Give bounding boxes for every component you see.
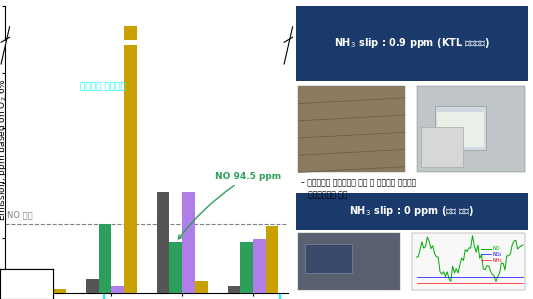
- Bar: [124, 26, 137, 299]
- Text: NO 목표: NO 목표: [7, 210, 33, 220]
- Bar: [28, 281, 41, 293]
- Bar: [53, 289, 66, 293]
- Text: NO₂: NO₂: [493, 252, 502, 257]
- FancyBboxPatch shape: [421, 126, 463, 167]
- FancyBboxPatch shape: [298, 233, 400, 290]
- Bar: [228, 286, 240, 293]
- Text: NH₃: NH₃: [493, 257, 503, 263]
- Bar: [182, 192, 195, 293]
- FancyBboxPatch shape: [416, 86, 526, 173]
- Text: Emission, ppm based on O$_2$ 6%: Emission, ppm based on O$_2$ 6%: [0, 78, 9, 221]
- FancyBboxPatch shape: [438, 112, 483, 147]
- Bar: [157, 192, 169, 293]
- FancyBboxPatch shape: [298, 86, 405, 173]
- Bar: [240, 242, 253, 293]
- Text: NO: NO: [493, 246, 500, 251]
- FancyBboxPatch shape: [296, 6, 528, 81]
- Bar: [86, 279, 99, 293]
- FancyBboxPatch shape: [296, 193, 528, 230]
- FancyBboxPatch shape: [435, 106, 486, 150]
- Bar: [169, 242, 182, 293]
- Text: NH$_3$ slip : 0.9 ppm (KTL 인증기관): NH$_3$ slip : 0.9 ppm (KTL 인증기관): [334, 36, 490, 50]
- Bar: [111, 286, 124, 293]
- Bar: [41, 291, 53, 293]
- Text: NO 94.5 ppm: NO 94.5 ppm: [179, 172, 281, 239]
- Bar: [15, 285, 28, 293]
- Bar: [253, 239, 266, 293]
- Text: NH$_3$ slip : 0 ppm (자체 분석): NH$_3$ slip : 0 ppm (자체 분석): [349, 204, 474, 218]
- Bar: [195, 281, 208, 293]
- FancyBboxPatch shape: [412, 233, 526, 290]
- Bar: [266, 226, 278, 293]
- Text: 공인시험 인증조건: 공인시험 인증조건: [80, 82, 126, 91]
- Text: – 붕산용액에 암모니아를 흡수 후 흡수액을 발색하여
   흡광광도계로 분석: – 붕산용액에 암모니아를 흡수 후 흡수액을 발색하여 흡광광도계로 분석: [301, 178, 416, 200]
- FancyBboxPatch shape: [305, 244, 352, 273]
- Bar: [124, 0, 137, 293]
- Bar: [99, 224, 111, 293]
